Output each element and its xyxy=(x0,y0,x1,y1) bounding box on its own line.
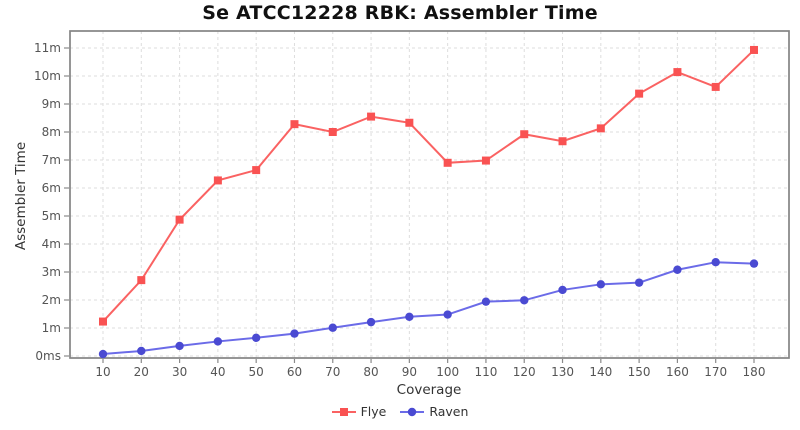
flye-data-point-marker xyxy=(443,158,452,167)
raven-data-point-marker xyxy=(596,280,606,289)
flye-data-point-marker xyxy=(328,128,337,136)
x-tick-label: 30 xyxy=(172,365,187,379)
x-tick-label: 160 xyxy=(666,365,689,379)
flye-data-point-marker xyxy=(481,156,490,165)
flye-data-point-marker xyxy=(558,137,567,146)
flye-line xyxy=(102,49,755,323)
y-axis-title: Assembler Time xyxy=(13,142,29,250)
x-tick-label: 140 xyxy=(589,365,612,379)
raven-data-point-marker xyxy=(328,323,337,332)
raven-data-point-marker xyxy=(366,317,376,327)
flye-legend-marker xyxy=(331,407,356,416)
x-tick-label: 130 xyxy=(551,365,574,379)
x-tick-label: 60 xyxy=(287,365,302,379)
raven-legend-marker xyxy=(400,407,425,416)
x-tick-label: 150 xyxy=(628,365,651,379)
x-tick-label: 40 xyxy=(210,365,225,379)
y-tick-label: 4m xyxy=(42,237,61,251)
y-tick-label: 7m xyxy=(42,153,61,167)
y-tick-label: 5m xyxy=(42,209,61,223)
y-tick-label: 11m xyxy=(34,41,61,55)
y-tick-label: 3m xyxy=(42,265,61,279)
raven-data-point-marker xyxy=(405,312,414,321)
legend-item-flye: Flye xyxy=(331,404,387,419)
flye-data-point-marker xyxy=(175,215,184,224)
raven-data-point-marker xyxy=(290,329,299,338)
x-tick-label: 70 xyxy=(325,365,340,379)
flye-data-point-marker xyxy=(520,130,529,139)
flye-data-point-marker xyxy=(137,276,146,285)
raven-data-point-marker xyxy=(520,296,529,305)
flye-data-point-marker xyxy=(213,176,222,185)
x-tick-label: 10 xyxy=(95,365,110,379)
flye-data-point-marker xyxy=(367,112,376,121)
legend: Flye Raven xyxy=(0,404,800,419)
x-tick-label: 120 xyxy=(513,365,536,379)
flye-data-point-marker xyxy=(673,68,682,77)
raven-data-point-marker xyxy=(213,337,223,346)
y-tick-label: 8m xyxy=(42,125,61,139)
x-tick-label: 170 xyxy=(704,365,727,379)
raven-line xyxy=(102,261,755,356)
raven-data-point-marker xyxy=(251,333,261,342)
chart-title: Se ATCC12228 RBK: Assembler Time xyxy=(202,2,598,24)
y-tick-label: 0ms xyxy=(35,349,61,363)
raven-data-point-marker xyxy=(175,341,184,351)
raven-data-point-marker xyxy=(137,346,146,356)
x-tick-label: 100 xyxy=(436,365,459,379)
x-tick-label: 20 xyxy=(134,365,149,379)
raven-data-point-marker xyxy=(749,259,759,268)
x-tick-label: 110 xyxy=(474,365,497,379)
y-tick-label: 10m xyxy=(34,69,61,83)
raven-data-point-marker xyxy=(673,265,682,274)
raven-data-point-marker xyxy=(443,310,452,319)
x-tick-label: 180 xyxy=(743,365,766,379)
y-tick-label: 9m xyxy=(42,97,61,111)
raven-data-point-marker xyxy=(558,285,567,295)
x-tick-label: 80 xyxy=(363,365,378,379)
flye-data-point-marker xyxy=(596,124,605,133)
plot-area: Coverage Assembler Time 10 20 30 40 50 60 70 80… xyxy=(13,30,790,398)
raven-data-point-marker xyxy=(634,278,644,287)
raven-data-point-marker xyxy=(711,258,720,267)
x-tick-label: 90 xyxy=(402,365,417,379)
legend-item-raven: Raven xyxy=(400,404,468,419)
raven-data-point-marker xyxy=(98,349,108,359)
flye-legend-label: Flye xyxy=(360,404,387,419)
y-tick-label: 6m xyxy=(42,181,61,195)
flye-data-point-marker xyxy=(99,317,107,326)
raven-data-point-marker xyxy=(481,297,491,306)
flye-data-point-marker xyxy=(635,89,644,98)
flye-data-point-marker xyxy=(290,120,299,129)
flye-data-point-marker xyxy=(252,166,261,175)
x-tick-label: 50 xyxy=(249,365,264,379)
raven-legend-label: Raven xyxy=(429,404,469,419)
plot-border xyxy=(69,30,790,359)
y-tick-label: 1m xyxy=(42,321,61,335)
flye-data-point-marker xyxy=(711,82,720,91)
y-tick-label: 2m xyxy=(42,293,61,307)
flye-data-point-marker xyxy=(405,118,414,127)
flye-data-point-marker xyxy=(750,45,758,54)
x-axis-title: Coverage xyxy=(397,382,462,398)
